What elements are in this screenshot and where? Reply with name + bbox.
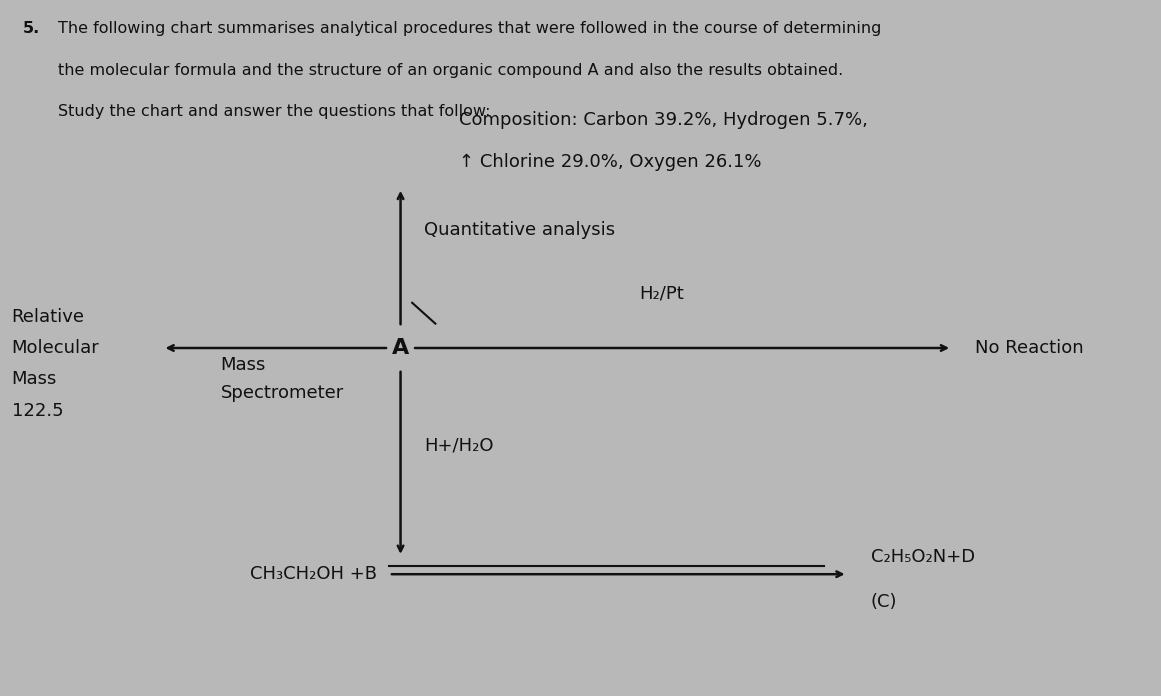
Text: ↑ Chlorine 29.0%, Oxygen 26.1%: ↑ Chlorine 29.0%, Oxygen 26.1% <box>459 153 762 171</box>
Text: Molecular: Molecular <box>12 339 100 357</box>
Text: CH₃CH₂OH +B: CH₃CH₂OH +B <box>251 565 377 583</box>
Text: Relative: Relative <box>12 308 85 326</box>
Text: 122.5: 122.5 <box>12 402 63 420</box>
Text: Mass: Mass <box>12 370 57 388</box>
Text: H+/H₂O: H+/H₂O <box>424 436 493 454</box>
Text: Study the chart and answer the questions that follow:: Study the chart and answer the questions… <box>58 104 491 120</box>
Text: 5.: 5. <box>23 21 41 36</box>
Text: H₂/Pt: H₂/Pt <box>640 285 684 303</box>
Text: A: A <box>392 338 409 358</box>
Text: Composition: Carbon 39.2%, Hydrogen 5.7%,: Composition: Carbon 39.2%, Hydrogen 5.7%… <box>459 111 867 129</box>
Text: No Reaction: No Reaction <box>975 339 1084 357</box>
Text: Spectrometer: Spectrometer <box>221 384 344 402</box>
Text: C₂H₅O₂N+D: C₂H₅O₂N+D <box>871 548 975 566</box>
Text: (C): (C) <box>871 593 897 611</box>
Text: Mass: Mass <box>221 356 266 374</box>
Text: The following chart summarises analytical procedures that were followed in the c: The following chart summarises analytica… <box>58 21 881 36</box>
Text: Quantitative analysis: Quantitative analysis <box>424 221 615 239</box>
Text: the molecular formula and the structure of an organic compound A and also the re: the molecular formula and the structure … <box>58 63 843 78</box>
